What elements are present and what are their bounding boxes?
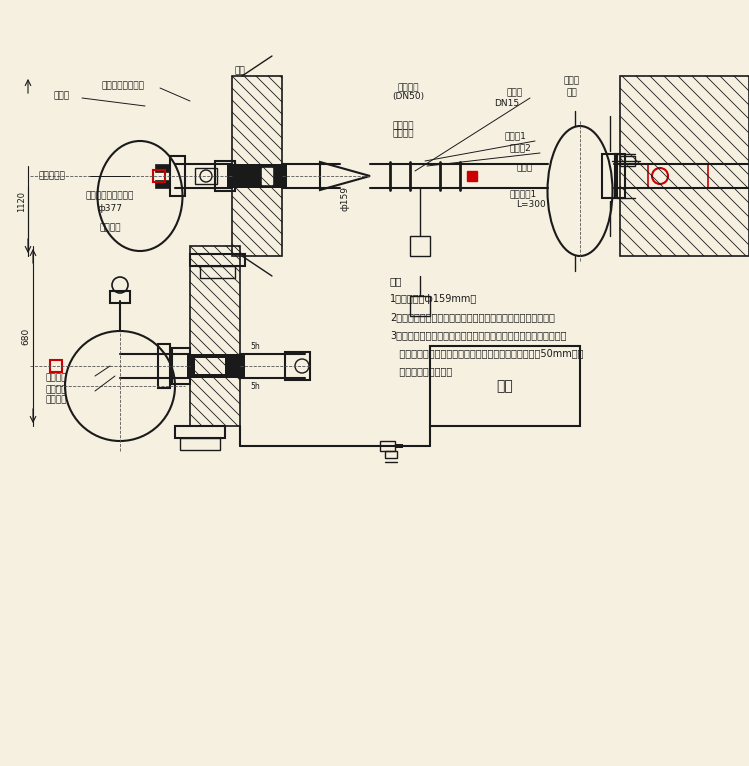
Text: 注：: 注： xyxy=(390,276,402,286)
Bar xyxy=(170,156,185,196)
Ellipse shape xyxy=(548,126,613,256)
Text: 吊装耳: 吊装耳 xyxy=(54,91,70,100)
Ellipse shape xyxy=(97,141,183,251)
Bar xyxy=(395,444,403,448)
Bar xyxy=(262,168,272,184)
Bar xyxy=(410,296,430,316)
Text: 金属软管1: 金属软管1 xyxy=(510,189,537,198)
Text: DN15: DN15 xyxy=(494,99,520,107)
Text: 固定夹多: 固定夹多 xyxy=(100,224,121,233)
Text: 对丝与主: 对丝与主 xyxy=(392,122,413,130)
Text: 活接头: 活接头 xyxy=(507,89,523,97)
Text: 3，安装法兰套管时套管应伸入炉墙，套管内壁与炉墙内立柱平齐，: 3，安装法兰套管时套管应伸入炉墙，套管内壁与炉墙内立柱平齐， xyxy=(390,330,566,340)
Text: 法兰连接密封法兰: 法兰连接密封法兰 xyxy=(102,81,145,90)
Bar xyxy=(467,171,477,181)
Text: 过滤器1: 过滤器1 xyxy=(505,132,527,140)
Bar xyxy=(190,246,240,426)
Text: 喷口外管: 喷口外管 xyxy=(45,374,67,382)
Bar xyxy=(158,344,170,388)
Bar xyxy=(620,76,749,256)
Bar xyxy=(195,168,217,184)
Bar xyxy=(410,236,430,256)
Bar xyxy=(380,441,395,451)
Text: ф159: ф159 xyxy=(341,185,350,211)
Text: 空气激波次数发生器: 空气激波次数发生器 xyxy=(86,192,134,201)
Text: 进气阀: 进气阀 xyxy=(564,77,580,86)
Text: (DN50): (DN50) xyxy=(392,91,424,100)
Text: 气源管道: 气源管道 xyxy=(397,83,419,93)
Text: 球阀: 球阀 xyxy=(567,89,577,97)
Bar xyxy=(190,254,245,266)
Text: 放气阀: 放气阀 xyxy=(517,163,533,172)
Text: 5h: 5h xyxy=(250,381,260,391)
Text: 中心线应水平，法兰与炉外壁间保证足够的距离（大于50mm），: 中心线应水平，法兰与炉外壁间保证足够的距离（大于50mm）， xyxy=(390,348,583,358)
Bar xyxy=(602,154,617,198)
Text: 过滤器2: 过滤器2 xyxy=(510,143,532,152)
Text: 管道焊接: 管道焊接 xyxy=(392,129,413,139)
Bar xyxy=(172,348,190,384)
Text: 以便安装连接螺栓。: 以便安装连接螺栓。 xyxy=(390,366,452,376)
Bar xyxy=(285,352,310,380)
Bar xyxy=(155,164,170,172)
Text: 1，炉墙开孔ф159mm；: 1，炉墙开孔ф159mm； xyxy=(390,294,477,304)
Text: 固定法兰: 固定法兰 xyxy=(45,395,67,404)
Bar xyxy=(110,291,130,303)
Polygon shape xyxy=(320,162,370,190)
Text: 680: 680 xyxy=(22,327,31,345)
Bar xyxy=(227,164,287,188)
Bar xyxy=(153,170,165,182)
Bar xyxy=(175,426,225,438)
Text: 风机: 风机 xyxy=(497,379,513,393)
Bar xyxy=(385,451,397,458)
Text: 旋转执行器: 旋转执行器 xyxy=(38,172,65,181)
Bar xyxy=(180,438,220,450)
Text: 1120: 1120 xyxy=(17,191,26,211)
Bar xyxy=(232,76,282,256)
Bar xyxy=(430,346,580,426)
Text: L=300: L=300 xyxy=(516,199,546,208)
Text: 喷口外管: 喷口外管 xyxy=(45,385,67,394)
Bar xyxy=(648,164,708,188)
Text: ф377: ф377 xyxy=(97,204,123,212)
Bar xyxy=(50,360,62,372)
Bar xyxy=(187,354,245,378)
Text: 2，法兰套管与炉壁外层钢板焊接，要求整体圈焊，焊接牢固；: 2，法兰套管与炉壁外层钢板焊接，要求整体圈焊，焊接牢固； xyxy=(390,312,555,322)
Bar xyxy=(215,161,235,191)
Bar xyxy=(200,266,235,278)
Text: 5h: 5h xyxy=(250,342,260,351)
Text: 炉墙: 炉墙 xyxy=(234,67,246,76)
Bar xyxy=(155,180,170,188)
Bar xyxy=(615,154,625,198)
Bar xyxy=(195,358,225,374)
Bar xyxy=(620,156,635,166)
